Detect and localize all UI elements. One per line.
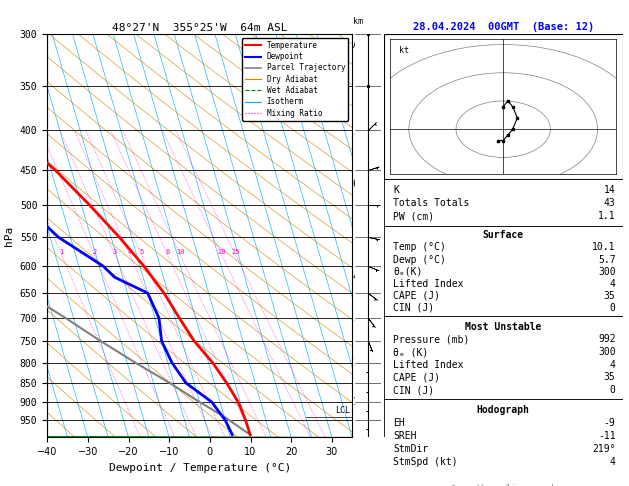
Text: 4: 4 <box>353 272 359 282</box>
Text: StmSpd (kt): StmSpd (kt) <box>393 457 458 468</box>
Text: θₑ (K): θₑ (K) <box>393 347 428 357</box>
Text: 3: 3 <box>353 313 359 323</box>
Text: 5: 5 <box>140 249 143 255</box>
Text: CIN (J): CIN (J) <box>393 303 435 313</box>
Y-axis label: hPa: hPa <box>4 226 14 246</box>
Text: θₑ(K): θₑ(K) <box>393 267 423 277</box>
Text: 992: 992 <box>598 334 616 344</box>
Text: Temp (°C): Temp (°C) <box>393 243 446 252</box>
Text: 14: 14 <box>604 185 616 195</box>
Text: ASL: ASL <box>353 41 368 50</box>
Legend: Temperature, Dewpoint, Parcel Trajectory, Dry Adiabat, Wet Adiabat, Isotherm, Mi: Temperature, Dewpoint, Parcel Trajectory… <box>242 38 348 121</box>
Text: 43: 43 <box>604 198 616 208</box>
Text: Totals Totals: Totals Totals <box>393 198 470 208</box>
Text: K: K <box>393 185 399 195</box>
Text: 1.1: 1.1 <box>598 211 616 221</box>
Text: 4: 4 <box>610 457 616 468</box>
Text: EH: EH <box>393 418 405 428</box>
Text: 300: 300 <box>598 267 616 277</box>
Text: Hodograph: Hodograph <box>477 405 530 415</box>
Text: Lifted Index: Lifted Index <box>393 360 464 370</box>
Text: 28.04.2024  00GMT  (Base: 12): 28.04.2024 00GMT (Base: 12) <box>413 21 594 32</box>
Text: CIN (J): CIN (J) <box>393 385 435 395</box>
Text: 2: 2 <box>92 249 97 255</box>
Text: Dewp (°C): Dewp (°C) <box>393 255 446 264</box>
Text: 6: 6 <box>353 179 359 190</box>
Text: 1: 1 <box>60 249 64 255</box>
Text: 4: 4 <box>610 278 616 289</box>
Bar <box>384 316 623 399</box>
Text: -11: -11 <box>598 431 616 441</box>
Text: 5.7: 5.7 <box>598 255 616 264</box>
Text: 2: 2 <box>353 358 359 367</box>
Text: kt: kt <box>399 46 409 55</box>
Text: 25: 25 <box>231 249 240 255</box>
Text: 3: 3 <box>113 249 117 255</box>
Text: © weatheronline.co.uk: © weatheronline.co.uk <box>451 484 555 486</box>
Text: 0: 0 <box>610 385 616 395</box>
Text: -9: -9 <box>604 418 616 428</box>
Text: 35: 35 <box>604 372 616 382</box>
Title: 48°27'N  355°25'W  64m ASL: 48°27'N 355°25'W 64m ASL <box>112 23 287 33</box>
X-axis label: Dewpoint / Temperature (°C): Dewpoint / Temperature (°C) <box>109 463 291 473</box>
Text: CAPE (J): CAPE (J) <box>393 291 440 301</box>
Text: Pressure (mb): Pressure (mb) <box>393 334 470 344</box>
Text: 35: 35 <box>604 291 616 301</box>
Text: SREH: SREH <box>393 431 417 441</box>
Text: 1: 1 <box>353 397 359 407</box>
Text: 4: 4 <box>610 360 616 370</box>
Text: StmDir: StmDir <box>393 444 428 454</box>
Text: 8: 8 <box>165 249 170 255</box>
Text: 5: 5 <box>353 232 359 242</box>
Text: km: km <box>353 17 363 26</box>
Text: 7: 7 <box>353 134 359 144</box>
Bar <box>384 179 623 226</box>
Text: 219°: 219° <box>592 444 616 454</box>
Text: 4: 4 <box>128 249 132 255</box>
Text: PW (cm): PW (cm) <box>393 211 435 221</box>
Bar <box>384 399 623 472</box>
Bar <box>384 226 623 316</box>
Text: Most Unstable: Most Unstable <box>465 322 542 331</box>
Text: 20: 20 <box>218 249 226 255</box>
Text: CAPE (J): CAPE (J) <box>393 372 440 382</box>
Bar <box>384 34 623 179</box>
Text: Lifted Index: Lifted Index <box>393 278 464 289</box>
Text: Surface: Surface <box>482 230 524 240</box>
Text: 300: 300 <box>598 347 616 357</box>
Text: LCL: LCL <box>335 406 350 415</box>
Text: 10.1: 10.1 <box>592 243 616 252</box>
Text: 10: 10 <box>176 249 184 255</box>
Text: 0: 0 <box>610 303 616 313</box>
